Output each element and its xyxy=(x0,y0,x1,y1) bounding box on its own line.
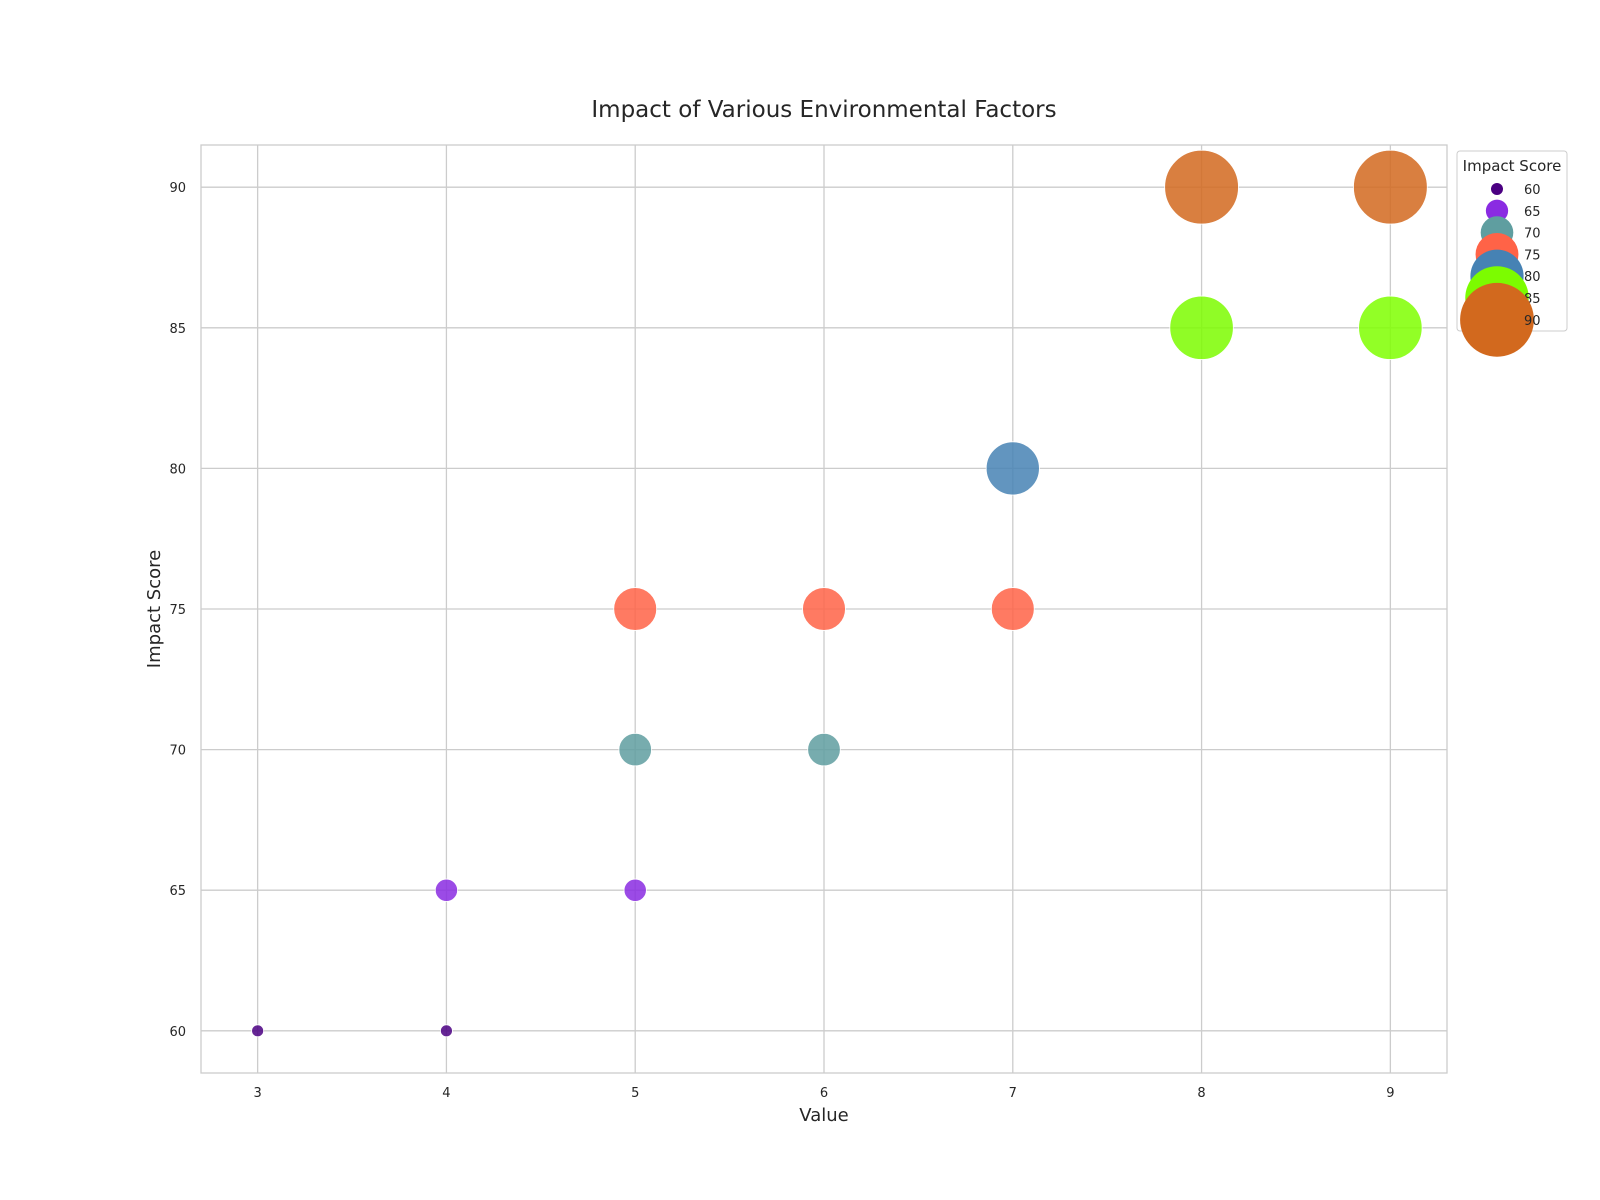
data-point xyxy=(1169,295,1234,360)
y-tick-label: 75 xyxy=(169,603,186,618)
x-tick-label: 4 xyxy=(442,1086,450,1101)
data-point xyxy=(1358,295,1423,360)
y-tick-label: 65 xyxy=(169,884,186,899)
data-point xyxy=(434,878,458,902)
data-point xyxy=(618,732,652,767)
x-tick-label: 9 xyxy=(1386,1086,1394,1101)
chart-title: Impact of Various Environmental Factors xyxy=(591,97,1056,123)
y-axis-title: Impact Score xyxy=(144,550,165,668)
y-tick-label: 70 xyxy=(169,744,186,759)
legend-label: 80 xyxy=(1524,270,1541,285)
x-tick-label: 7 xyxy=(1009,1086,1017,1101)
x-tick-label: 6 xyxy=(820,1086,828,1101)
legend-title: Impact Score xyxy=(1463,157,1562,175)
data-point xyxy=(985,441,1040,496)
y-tick-label: 60 xyxy=(169,1025,186,1040)
legend-label: 65 xyxy=(1524,205,1541,220)
legend-marker xyxy=(1485,199,1509,222)
legend-marker xyxy=(1460,282,1534,357)
data-point xyxy=(802,587,846,631)
legend-label: 60 xyxy=(1524,183,1541,198)
data-point xyxy=(990,587,1035,631)
data-point xyxy=(1164,149,1239,225)
legend-label: 70 xyxy=(1524,227,1541,242)
data-point xyxy=(1353,149,1428,225)
data-point xyxy=(807,732,841,767)
x-tick-label: 3 xyxy=(253,1086,261,1101)
y-tick-label: 90 xyxy=(169,181,186,196)
y-tick-label: 80 xyxy=(169,462,186,477)
x-axis-title: Value xyxy=(799,1105,848,1126)
y-tick-label: 85 xyxy=(169,322,186,337)
data-point xyxy=(623,878,647,902)
data-point xyxy=(251,1024,265,1038)
legend-label: 90 xyxy=(1524,314,1541,329)
x-tick-label: 5 xyxy=(631,1086,639,1101)
x-axis-ticks: 3 4 5 6 7 8 9 xyxy=(253,1086,1394,1101)
data-point xyxy=(440,1024,453,1038)
data-point xyxy=(613,587,658,631)
y-axis-ticks: 60 65 70 75 80 85 90 xyxy=(169,181,186,1040)
legend-label: 75 xyxy=(1524,248,1541,263)
legend-marker xyxy=(1491,183,1503,195)
x-tick-label: 8 xyxy=(1197,1086,1205,1101)
data-points xyxy=(251,149,1428,1038)
